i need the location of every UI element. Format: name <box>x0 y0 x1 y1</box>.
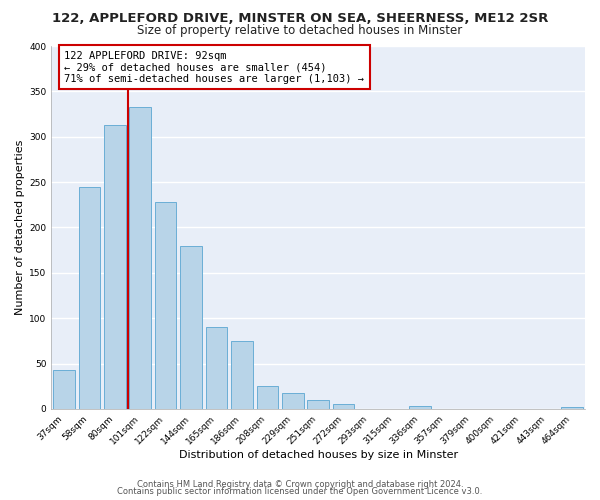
Bar <box>333 404 355 409</box>
Bar <box>257 386 278 409</box>
Bar <box>180 246 202 409</box>
Text: Size of property relative to detached houses in Minster: Size of property relative to detached ho… <box>137 24 463 37</box>
Text: 122, APPLEFORD DRIVE, MINSTER ON SEA, SHEERNESS, ME12 2SR: 122, APPLEFORD DRIVE, MINSTER ON SEA, SH… <box>52 12 548 26</box>
Text: Contains HM Land Registry data © Crown copyright and database right 2024.: Contains HM Land Registry data © Crown c… <box>137 480 463 489</box>
Bar <box>282 392 304 409</box>
Bar <box>307 400 329 409</box>
Bar <box>562 407 583 409</box>
Text: 122 APPLEFORD DRIVE: 92sqm
← 29% of detached houses are smaller (454)
71% of sem: 122 APPLEFORD DRIVE: 92sqm ← 29% of deta… <box>64 50 364 84</box>
Bar <box>104 125 125 409</box>
Bar <box>206 327 227 409</box>
Bar <box>79 186 100 409</box>
X-axis label: Distribution of detached houses by size in Minster: Distribution of detached houses by size … <box>179 450 458 460</box>
Y-axis label: Number of detached properties: Number of detached properties <box>15 140 25 315</box>
Bar <box>231 341 253 409</box>
Bar <box>53 370 75 409</box>
Text: Contains public sector information licensed under the Open Government Licence v3: Contains public sector information licen… <box>118 487 482 496</box>
Bar <box>409 406 431 409</box>
Bar <box>130 107 151 409</box>
Bar <box>155 202 176 409</box>
